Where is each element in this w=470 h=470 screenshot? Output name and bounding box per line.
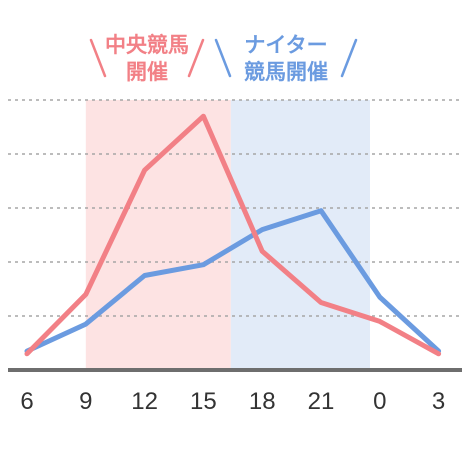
x-tick-labels: 6 9 12 15 18 21 0 3 bbox=[20, 388, 445, 415]
band-label-line: 競馬開催 bbox=[244, 60, 328, 84]
x-tick-label: 12 bbox=[131, 388, 158, 415]
series-line-1 bbox=[24, 208, 442, 354]
band-label-line: 開催 bbox=[126, 60, 168, 84]
band-label-line: ナイター bbox=[244, 33, 327, 57]
x-tick-label: 0 bbox=[373, 388, 386, 415]
x-tick-label: 9 bbox=[79, 388, 92, 415]
x-tick-label: 3 bbox=[432, 388, 445, 415]
x-tick-label: 6 bbox=[20, 388, 33, 415]
x-tick-label: 18 bbox=[249, 388, 276, 415]
band-0 bbox=[85, 100, 231, 368]
band-label-slash-right bbox=[340, 38, 358, 78]
band-label-slash-right bbox=[187, 38, 205, 78]
band-label-line: 中央競馬 bbox=[105, 33, 189, 57]
series-line-0 bbox=[24, 113, 442, 357]
band-label-slash-left bbox=[214, 38, 232, 78]
x-tick-label: 15 bbox=[190, 388, 217, 415]
series-lines bbox=[24, 113, 442, 357]
x-tick-label: 21 bbox=[308, 388, 335, 415]
band-label-slash-left bbox=[89, 38, 107, 78]
gridlines bbox=[8, 99, 462, 317]
highlight-bands bbox=[85, 100, 370, 368]
